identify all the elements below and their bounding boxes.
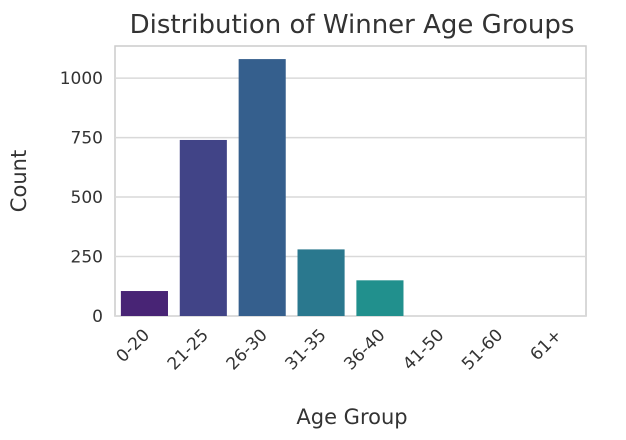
bar [356,280,404,316]
y-tick-label: 250 [71,248,103,268]
y-axis-label: Count [7,150,31,212]
y-tick-label: 0 [92,307,103,327]
x-tick-labels: 0-20 21-25 26-30 31-35 36-40 41-50 51-60 61+ [113,325,567,374]
y-tick-label: 750 [71,129,103,149]
bars [120,59,404,316]
x-axis-label: Age Group [296,405,407,429]
x-tick-label: 0-20 [113,325,154,366]
bar [297,249,345,316]
y-tick-label: 1000 [60,69,103,89]
y-tick-labels: 0 250 500 750 1000 [60,69,103,327]
x-tick-label: 51-60 [458,325,507,374]
x-tick-label: 26-30 [223,325,272,374]
x-tick-label: 36-40 [340,325,389,374]
bar [120,291,168,316]
chart-title: Distribution of Winner Age Groups [130,10,575,40]
bar [179,139,227,316]
x-tick-label: 21-25 [164,325,213,374]
x-tick-label: 41-50 [399,325,448,374]
x-tick-label: 31-35 [282,325,331,374]
bar [238,59,286,316]
y-tick-label: 500 [71,188,103,208]
x-tick-label: 61+ [527,325,567,365]
